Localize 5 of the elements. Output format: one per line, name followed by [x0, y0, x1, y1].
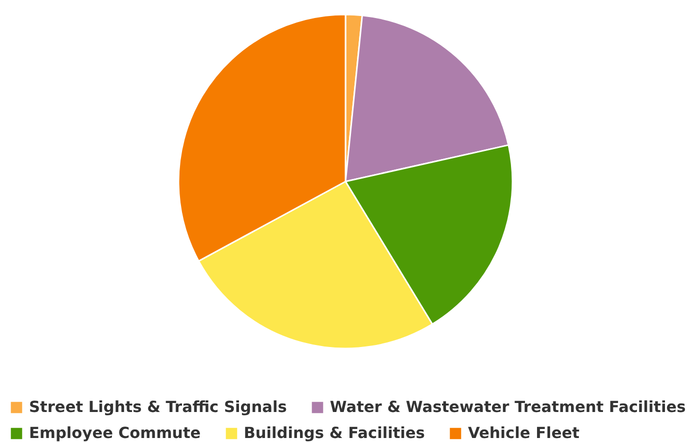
legend-label: Water & Wastewater Treatment Facilities [330, 398, 686, 416]
legend-label: Buildings & Facilities [244, 424, 425, 442]
legend-label: Employee Commute [29, 424, 201, 442]
legend-label: Street Lights & Traffic Signals [29, 398, 287, 416]
legend-label: Vehicle Fleet [468, 424, 580, 442]
